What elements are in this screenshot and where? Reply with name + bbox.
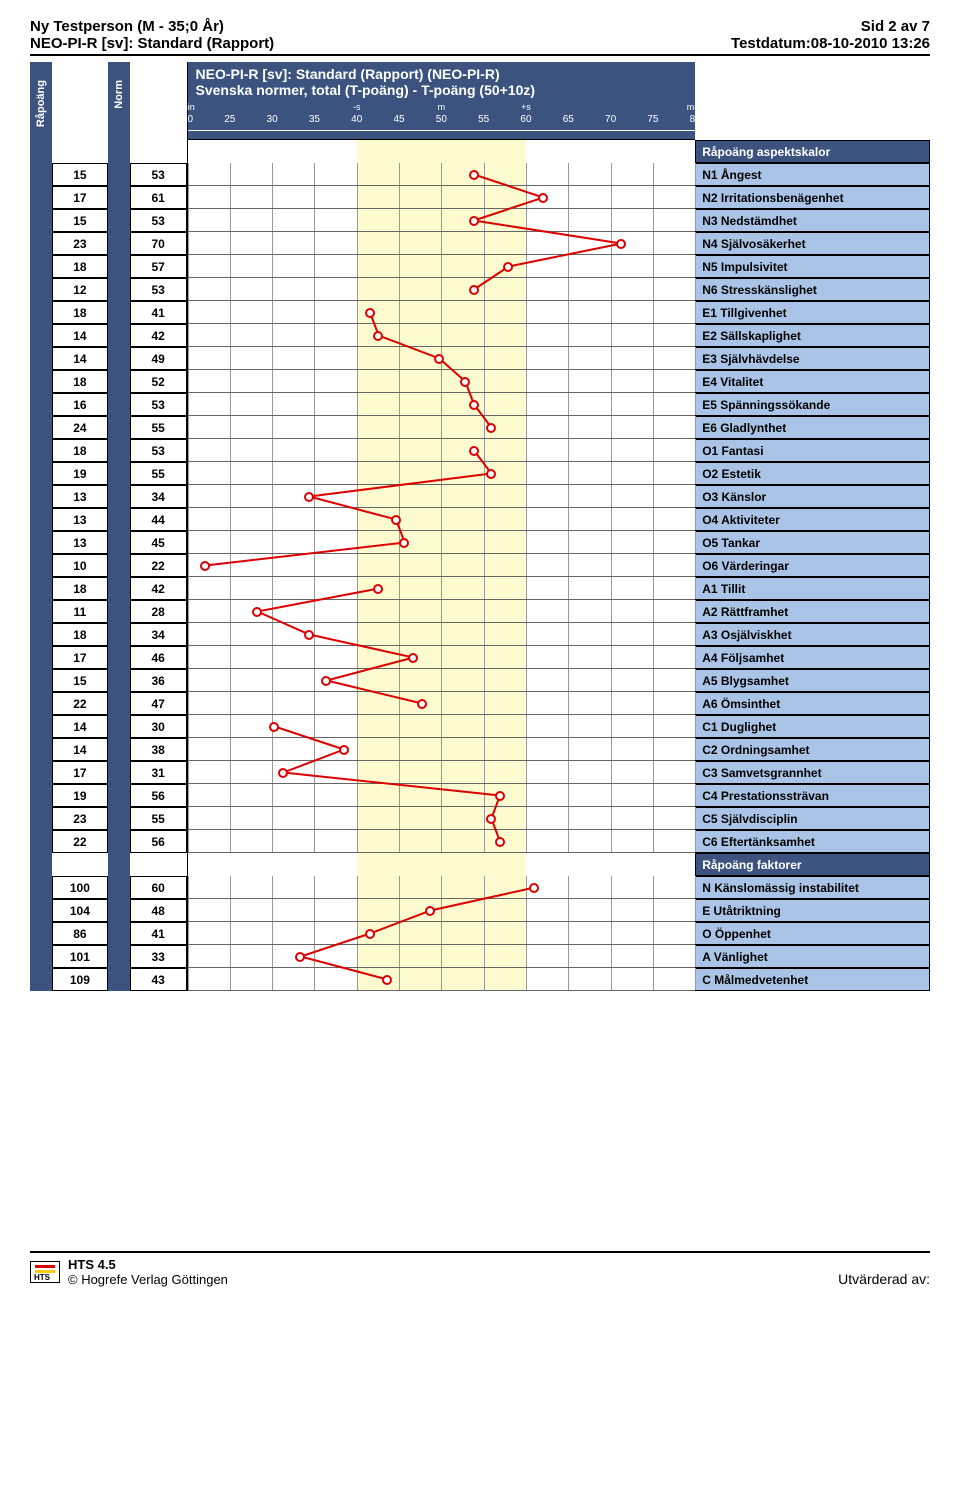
label-column: Råpoäng aspektskalorN1 ÅngestN2 Irritati… [695, 62, 930, 991]
chart-body [188, 140, 696, 991]
report-page: Ny Testperson (M - 35;0 År) Sid 2 av 7 N… [0, 0, 960, 1305]
evaluated-by: Utvärderad av: [838, 1271, 930, 1287]
chart-header: NEO-PI-R [sv]: Standard (Rapport) (NEO-P… [188, 62, 696, 140]
footer: HTS HTS 4.5 © Hogrefe Verlag Göttingen U… [30, 1251, 930, 1287]
header-sub: NEO-PI-R [sv]: Standard (Rapport) Testda… [30, 35, 930, 56]
person: Ny Testperson (M - 35;0 År) [30, 18, 224, 35]
footer-left: HTS HTS 4.5 © Hogrefe Verlag Göttingen [30, 1257, 228, 1287]
test-date: Testdatum:08-10-2010 13:26 [731, 35, 930, 52]
norm-col-label: Norm [108, 62, 130, 991]
header-top: Ny Testperson (M - 35;0 År) Sid 2 av 7 [30, 18, 930, 35]
chart-title: NEO-PI-R [sv]: Standard (Rapport) (NEO-P… [188, 62, 696, 82]
raw-col-label: Råpoäng [30, 62, 52, 991]
product: HTS 4.5 [68, 1257, 228, 1272]
copyright: © Hogrefe Verlag Göttingen [68, 1272, 228, 1287]
chart: NEO-PI-R [sv]: Standard (Rapport) (NEO-P… [187, 62, 696, 991]
main: Råpoäng 15171523181218141418162418191313… [30, 62, 930, 991]
chart-subtitle: Svenska normer, total (T-poäng) - T-poän… [188, 82, 696, 100]
norm-column: 5361537057534142495253555355344445224228… [130, 62, 187, 991]
hts-logo: HTS [30, 1261, 60, 1283]
page-num: Sid 2 av 7 [861, 18, 930, 35]
chart-axis: min-sm+smax20253035404550556065707580 [188, 100, 696, 134]
raw-column: 1517152318121814141816241819131313101811… [52, 62, 109, 991]
report-name: NEO-PI-R [sv]: Standard (Rapport) [30, 35, 274, 52]
